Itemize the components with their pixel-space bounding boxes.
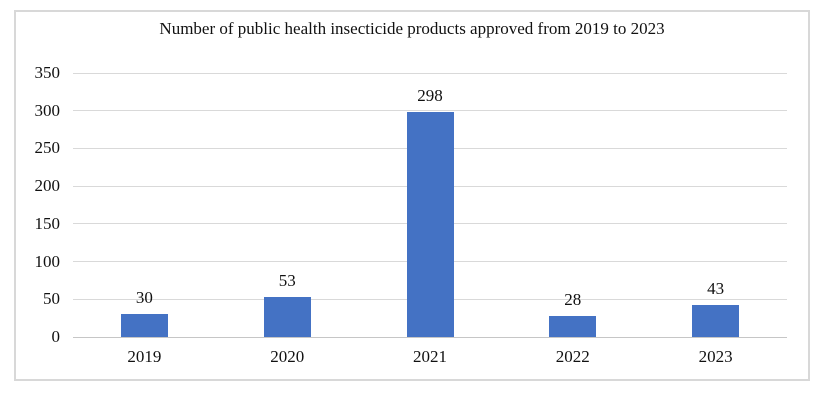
- y-tick-label: 150: [34, 213, 61, 233]
- bar-2023: [692, 304, 740, 337]
- y-tick-label: 100: [34, 251, 61, 271]
- y-tick-label: 0: [51, 327, 61, 346]
- bar-value-label: 28: [564, 289, 582, 309]
- bar-value-label: 298: [417, 86, 443, 106]
- y-tick-label: 300: [34, 100, 61, 120]
- bar-2020: [263, 297, 311, 337]
- x-tick-label: 2020: [270, 347, 305, 366]
- x-axis-line: [73, 336, 787, 338]
- bar-2022: [549, 315, 597, 337]
- chart-title: Number of public health insecticide prod…: [159, 19, 665, 38]
- plot-area: 0 50 100 150 200 250 300 350 30 2019 53 2020 298 2021…: [35, 63, 787, 366]
- bar-value-label: 53: [278, 271, 296, 291]
- y-tick-label: 250: [34, 138, 61, 158]
- bar-2021: [406, 112, 454, 337]
- x-tick-label: 2019: [127, 347, 162, 366]
- x-tick-label: 2022: [555, 347, 590, 366]
- y-tick-label: 50: [43, 289, 60, 309]
- gridline: [73, 72, 787, 74]
- x-tick-label: 2023: [698, 347, 733, 366]
- bar-value-label: 30: [135, 288, 153, 308]
- bar-value-label: 43: [707, 278, 725, 298]
- y-tick-label: 350: [34, 63, 61, 82]
- chart-frame: Number of public health insecticide prod…: [14, 10, 810, 381]
- x-tick-label: 2021: [413, 347, 447, 366]
- gridline: [73, 110, 787, 112]
- y-tick-label: 200: [34, 176, 61, 196]
- bar-2019: [120, 314, 168, 337]
